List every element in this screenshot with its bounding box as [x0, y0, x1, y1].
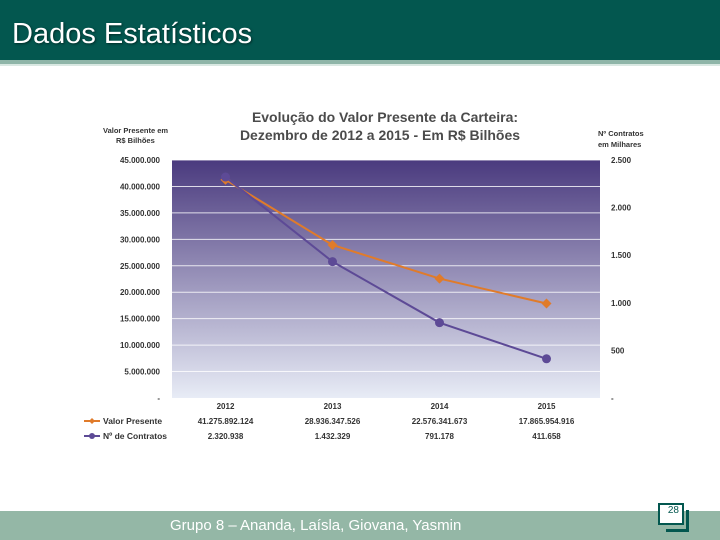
category-label: 2013: [324, 402, 342, 411]
data-table-value: 791.178: [425, 432, 454, 441]
chart-title-line2: Dezembro de 2012 a 2015 - Em R$ Bilhões: [240, 127, 520, 143]
page-number-frame-bottom: [666, 529, 689, 532]
data-point-marker: [435, 318, 444, 328]
data-table-value: 22.576.341.673: [412, 417, 468, 426]
left-tick-label: 15.000.000: [120, 315, 161, 324]
left-tick-label: 25.000.000: [120, 262, 161, 271]
chart-title-line1: Evolução do Valor Presente da Carteira:: [252, 109, 518, 125]
data-table-value: 41.275.892.124: [198, 417, 254, 426]
series-lines: [220, 172, 552, 364]
data-table-value: 28.936.347.526: [305, 417, 361, 426]
left-tick-label: 45.000.000: [120, 156, 161, 165]
left-axis-label-line1: Valor Presente em: [103, 126, 168, 135]
legend-label: Nº de Contratos: [103, 431, 167, 441]
data-point-marker: [541, 298, 552, 309]
gridlines: [172, 159, 600, 373]
left-tick-label: 40.000.000: [120, 182, 161, 191]
data-table-value: 1.432.329: [315, 432, 351, 441]
data-point-marker: [542, 354, 551, 364]
right-tick-label: 2.500: [611, 156, 632, 165]
page-number-frame-right: [686, 510, 689, 532]
category-label: 2014: [431, 402, 449, 411]
category-label: 2012: [217, 402, 235, 411]
data-point-marker: [434, 273, 445, 284]
data-point-marker: [328, 257, 337, 267]
right-tick-label: -: [611, 394, 614, 403]
slide-title: Dados Estatísticos: [12, 18, 253, 50]
data-point-marker: [221, 172, 230, 182]
header-divider-light: [0, 64, 720, 66]
data-table: 2012 2013 2014 2015 Valor Presente 41.275.892…: [84, 402, 575, 441]
right-axis-label-line2: em Milhares: [598, 140, 641, 149]
series-line: [224, 176, 547, 360]
legend-swatch-marker: [89, 433, 95, 439]
left-tick-label: 30.000.000: [120, 235, 161, 244]
right-tick-label: 1.500: [611, 251, 632, 260]
right-axis-label-line1: Nº Contratos: [598, 129, 644, 138]
header-divider: [0, 60, 720, 64]
left-tick-label: 35.000.000: [120, 209, 161, 218]
plot-area: [172, 160, 600, 398]
left-axis-ticks: 45.000.000 40.000.000 35.000.000 30.000.000…: [120, 156, 161, 403]
left-tick-label: 5.000.000: [124, 368, 160, 377]
slide-footer: Grupo 8 – Ananda, Laísla, Giovana, Yasmi…: [0, 511, 720, 540]
page-number: 28: [658, 503, 684, 525]
legend-swatch-marker: [89, 418, 95, 424]
right-axis-ticks: 2.500 2.000 1.500 1.000 500 -: [611, 156, 632, 403]
right-tick-label: 1.000: [611, 299, 632, 308]
slide-header: Dados Estatísticos: [0, 0, 720, 60]
legend-label: Valor Presente: [103, 416, 162, 426]
left-tick-label: 10.000.000: [120, 341, 161, 350]
right-tick-label: 500: [611, 346, 625, 355]
footer-text: Grupo 8 – Ananda, Laísla, Giovana, Yasmi…: [170, 517, 462, 534]
left-axis-label-line2: R$ Bilhões: [116, 136, 155, 145]
data-point-marker: [327, 239, 338, 250]
data-table-value: 2.320.938: [208, 432, 244, 441]
data-table-value: 411.658: [532, 432, 561, 441]
series-line: [224, 178, 547, 305]
left-tick-label: 20.000.000: [120, 288, 161, 297]
category-label: 2015: [538, 402, 556, 411]
left-tick-label: -: [157, 394, 160, 403]
data-table-value: 17.865.954.916: [519, 417, 575, 426]
right-tick-label: 2.000: [611, 204, 632, 213]
